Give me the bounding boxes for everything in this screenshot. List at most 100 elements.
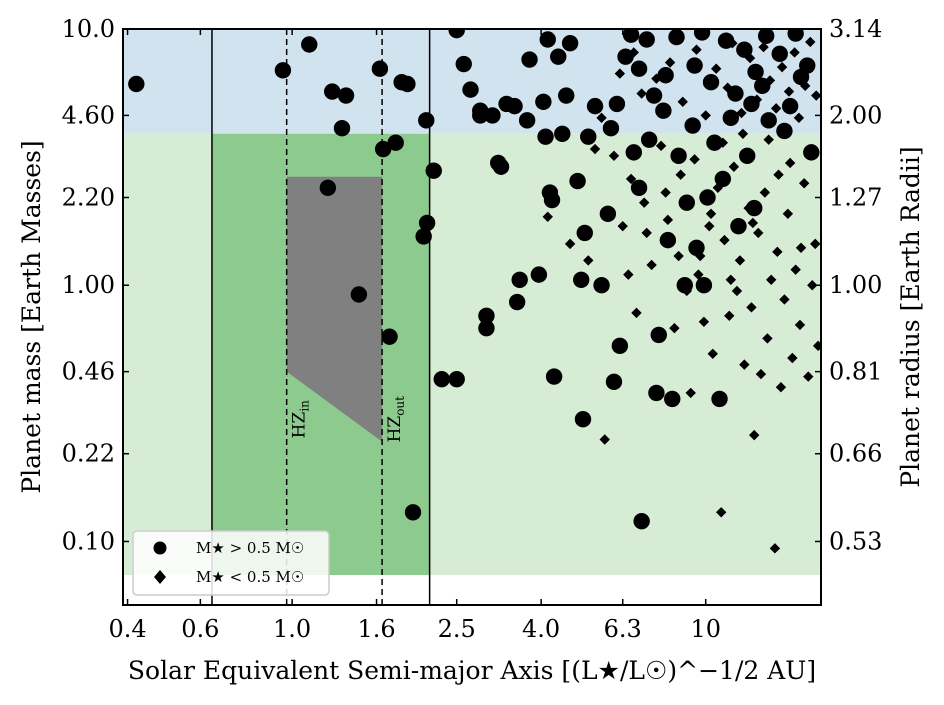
- data-point-circle-25: [472, 107, 489, 124]
- data-point-diamond-39: [775, 381, 787, 393]
- data-point-circle-40: [539, 31, 556, 48]
- data-point-circle-26: [478, 307, 495, 324]
- x-tick-label-6: 6.3: [604, 615, 642, 643]
- data-point-diamond-0: [542, 211, 553, 222]
- x-tick-label-0: 0.4: [108, 615, 146, 643]
- data-point-circle-78: [706, 134, 723, 151]
- hz-out-label: HZout: [385, 396, 407, 443]
- data-point-circle-14: [404, 504, 422, 521]
- data-point-circle-35: [518, 112, 536, 129]
- data-point-circle-38: [535, 93, 552, 110]
- data-point-diamond-50: [636, 88, 647, 99]
- data-point-circle-3: [324, 83, 341, 100]
- habitable-zone-polygon: [286, 176, 383, 442]
- data-point-circle-1: [274, 62, 292, 79]
- data-point-diamond-40: [779, 294, 790, 305]
- legend: M★ > 0.5 M☉ M★ < 0.5 M☉: [132, 530, 330, 596]
- data-point-circle-98: [787, 29, 804, 42]
- data-point-diamond-58: [727, 38, 738, 49]
- data-point-circle-51: [576, 224, 593, 242]
- data-point-circle-99: [799, 57, 816, 74]
- data-point-circle-94: [693, 29, 711, 41]
- data-point-diamond-5: [617, 220, 628, 232]
- data-point-circle-23: [462, 81, 479, 98]
- data-point-diamond-19: [704, 220, 715, 232]
- data-point-diamond-3: [599, 434, 610, 445]
- data-point-circle-67: [650, 326, 667, 344]
- data-point-diamond-37: [769, 543, 781, 554]
- data-point-diamond-13: [675, 169, 686, 180]
- data-point-diamond-48: [810, 238, 821, 250]
- data-point-circle-49: [573, 271, 590, 289]
- data-point-diamond-71: [811, 90, 821, 101]
- data-point-circle-13: [381, 328, 398, 345]
- x-tick-label-5: 4.0: [522, 615, 560, 643]
- data-point-circle-70: [664, 390, 681, 408]
- data-point-diamond-38: [772, 246, 783, 258]
- data-point-circle-77: [699, 189, 716, 206]
- data-point-circle-10: [387, 134, 404, 151]
- data-point-diamond-36: [766, 274, 777, 286]
- data-point-diamond-69: [799, 80, 811, 92]
- data-point-circle-39: [537, 128, 554, 145]
- y2-tick-label-3: 1.00: [829, 271, 882, 299]
- data-point-circle-82: [730, 217, 747, 235]
- data-point-circle-61: [625, 144, 642, 161]
- data-point-circle-80: [714, 170, 732, 188]
- data-point-diamond-27: [734, 255, 746, 266]
- data-point-circle-100: [686, 57, 703, 74]
- data-point-circle-12: [399, 75, 416, 93]
- data-point-diamond-6: [623, 269, 634, 280]
- data-point-diamond-59: [736, 107, 747, 119]
- data-point-diamond-24: [724, 310, 735, 321]
- y2-tick-label-2: 0.81: [829, 358, 882, 386]
- data-point-diamond-77: [641, 227, 652, 239]
- data-point-circle-86: [760, 112, 777, 129]
- data-point-circle-56: [602, 120, 620, 137]
- data-point-diamond-33: [755, 368, 767, 380]
- data-point-circle-93: [668, 29, 685, 46]
- data-point-circle-64: [640, 131, 658, 148]
- data-point-diamond-35: [762, 333, 773, 344]
- y2-tick-label-6: 3.14: [829, 15, 882, 43]
- data-point-circle-46: [558, 87, 575, 104]
- legend-circle-marker: [153, 541, 167, 555]
- data-point-circle-69: [659, 231, 677, 249]
- data-point-diamond-68: [793, 112, 805, 124]
- data-point-diamond-55: [700, 110, 711, 121]
- data-point-diamond-85: [747, 217, 759, 229]
- data-point-circle-57: [605, 373, 623, 390]
- data-point-circle-103: [747, 63, 764, 81]
- y-axis-title: Planet mass [Earth Masses]: [17, 140, 46, 493]
- data-point-diamond-22: [715, 507, 727, 518]
- data-point-diamond-21: [712, 182, 724, 194]
- data-point-diamond-1: [564, 238, 576, 250]
- data-point-circle-104: [776, 122, 793, 140]
- data-point-diamond-45: [798, 178, 810, 189]
- data-point-diamond-42: [787, 352, 798, 364]
- data-point-diamond-20: [707, 348, 718, 360]
- x-tick-label-1: 0.6: [181, 615, 219, 643]
- data-point-diamond-43: [790, 264, 801, 275]
- data-point-circle-91: [622, 29, 640, 43]
- data-point-diamond-81: [705, 208, 717, 220]
- data-point-circle-84: [746, 199, 763, 217]
- y-tick-label-2: 0.46: [62, 358, 115, 386]
- data-point-circle-63: [633, 512, 650, 530]
- data-point-circle-5: [333, 120, 351, 137]
- data-point-diamond-34: [759, 187, 771, 198]
- data-point-diamond-16: [689, 154, 700, 165]
- y2-tick-label-0: 0.53: [829, 527, 882, 555]
- data-point-circle-62: [630, 179, 648, 197]
- data-point-diamond-60: [744, 52, 756, 64]
- plot-frame: [122, 28, 822, 606]
- y2-tick-label-5: 2.00: [829, 101, 882, 129]
- data-point-circle-27: [478, 319, 495, 337]
- data-point-circle-66: [648, 384, 665, 402]
- data-point-circle-17: [418, 112, 435, 129]
- data-point-diamond-67: [789, 47, 800, 58]
- data-point-circle-54: [593, 277, 610, 294]
- data-point-diamond-63: [764, 75, 776, 86]
- data-point-diamond-4: [608, 150, 620, 161]
- data-point-circle-47: [561, 35, 579, 52]
